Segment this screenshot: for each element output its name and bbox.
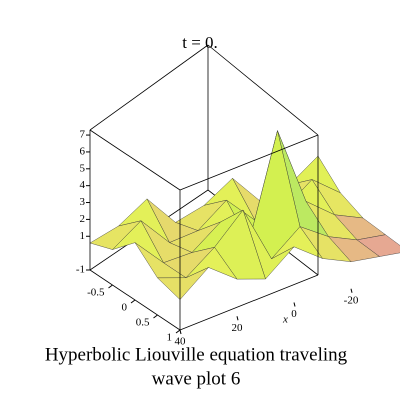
z-tick-label: 4 xyxy=(80,179,86,191)
x-tick xyxy=(179,329,182,335)
z-tick-label: 3 xyxy=(80,196,86,208)
z-tick-label: -1 xyxy=(76,264,85,276)
y-tick xyxy=(153,314,158,319)
caption: wave plot 6 xyxy=(152,368,241,389)
box-front xyxy=(89,129,319,331)
y-tick-label: 0 xyxy=(122,302,128,314)
x-tick-label: 40 xyxy=(175,336,187,348)
z-tick-label: 5 xyxy=(80,162,86,174)
x-tick-label: 0 xyxy=(291,308,297,320)
surface xyxy=(89,130,400,300)
x-tick xyxy=(350,288,353,293)
x-axis-label: x xyxy=(282,314,288,326)
y-tick-label: 0.5 xyxy=(136,317,150,329)
y-tick-label: -0.5 xyxy=(87,287,105,299)
x-tick xyxy=(236,316,239,321)
y-tick xyxy=(130,299,136,304)
y-tick xyxy=(175,329,181,334)
z-tick-label: 6 xyxy=(80,145,86,157)
chart-title: t = 0. xyxy=(182,33,218,52)
x-tick xyxy=(293,302,296,307)
z-tick-label: 7 xyxy=(80,129,86,141)
x-tick-label: -20 xyxy=(344,294,359,306)
y-tick-label: 1 xyxy=(167,332,173,344)
x-tick-label: 20 xyxy=(232,322,244,334)
caption: Hyperbolic Liouville equation traveling xyxy=(45,344,348,365)
z-tick-label: 1 xyxy=(80,230,86,242)
y-tick xyxy=(108,284,113,289)
z-tick-label: 2 xyxy=(80,213,86,225)
